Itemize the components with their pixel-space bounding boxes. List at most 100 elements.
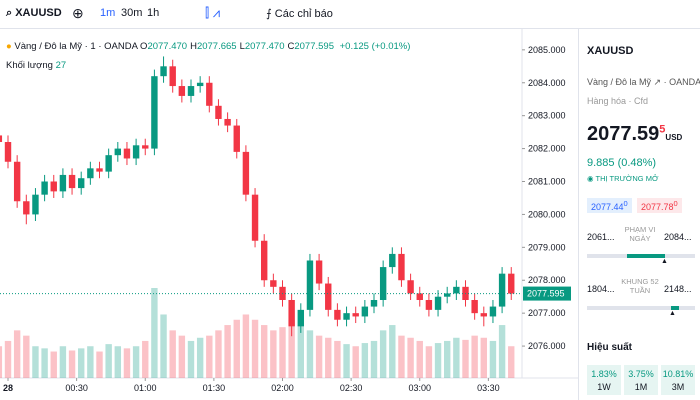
volume-bar [242, 314, 250, 378]
ohlc: O2077.470 H2077.665 L2077.470 C2077.595 [140, 41, 337, 52]
candle-body [13, 161, 21, 202]
y-tick-label: 2082.000 [528, 144, 566, 154]
y-tick-label: 2080.000 [528, 209, 566, 219]
volume-bar [416, 340, 423, 378]
y-tick-label: 2081.000 [528, 177, 566, 187]
interval[interactable]: 1h [147, 7, 160, 19]
candle-body [508, 273, 515, 294]
candle-body [453, 286, 460, 294]
ohlc-value: 2077.470 [147, 41, 188, 52]
panel-price: 2077.595USD [587, 123, 682, 146]
volume-bar [471, 335, 478, 378]
year-high: 2148... [664, 284, 692, 294]
day-high: 2084... [664, 232, 692, 242]
legend-name: Vàng / Đô la Mỹ · 1 · OANDA [14, 41, 138, 52]
volume-bar [489, 340, 497, 378]
add-button[interactable]: ⊕ [72, 5, 84, 21]
volume-bar [379, 330, 387, 378]
candle-body [123, 148, 131, 159]
volume-bar [68, 350, 76, 378]
volume-bar [4, 340, 12, 378]
y-tick-label: 2078.000 [528, 275, 566, 285]
volume-bar [462, 339, 469, 378]
legend: ● Vàng / Đô la Mỹ · 1 · OANDA O2077.470 H… [6, 41, 411, 52]
ask: 2077.780 [637, 198, 682, 213]
volume-bar [398, 335, 405, 378]
candle-body [443, 293, 451, 297]
price: 2077.59 [587, 123, 660, 145]
volume-bar [297, 325, 305, 378]
volume-bar [270, 330, 277, 378]
indicators-label: Các chỉ báo [274, 8, 333, 20]
symbol-search[interactable]: ⌕ XAUUSD [6, 7, 62, 19]
candle-body [398, 253, 405, 281]
symbol: XAUUSD [15, 7, 62, 19]
candle-body [114, 148, 122, 156]
year-range-label: KHUNG 52 TUẦN [621, 277, 659, 295]
candle-body [178, 86, 186, 96]
candle-body [233, 125, 240, 152]
ohlc-value: 2077.595 [294, 41, 334, 52]
ohlc-value: 2077.665 [196, 41, 237, 52]
candle-body [96, 168, 103, 172]
volume-bar [59, 346, 67, 378]
volume-bar [279, 327, 286, 378]
volume-bar [480, 337, 488, 378]
volume-bar [251, 319, 259, 378]
volume-bar [508, 346, 515, 378]
volume-label: Khối lượng [6, 60, 53, 71]
candle-body [23, 201, 30, 215]
panel-category: Hàng hóa [587, 96, 627, 106]
candle-body [379, 267, 387, 300]
volume-bar [370, 340, 378, 378]
interval[interactable]: 30m [121, 7, 143, 19]
day-marker: ▲ [661, 258, 668, 265]
x-tick-label: 02:30 [340, 383, 363, 393]
candle-body [151, 76, 158, 149]
candle-body [361, 306, 369, 317]
volume-bar [41, 348, 48, 378]
volume-bar [114, 346, 122, 378]
performance-period: 1M [634, 382, 648, 392]
candle-body [352, 313, 359, 317]
candle-body [68, 174, 76, 189]
bid: 2077.440 [587, 198, 632, 213]
volume-bar [178, 335, 186, 378]
interval[interactable]: 1m [100, 7, 116, 19]
year-range-bar [587, 306, 695, 310]
x-tick-label: 03:30 [477, 383, 500, 393]
chart-style[interactable]: ⫿ ⩘ [205, 5, 221, 20]
volume-bar [78, 348, 85, 378]
volume-bar [132, 346, 140, 378]
performance-value: 10.81% [662, 369, 694, 379]
candle-body [288, 299, 295, 327]
y-tick-label: 2084.000 [528, 78, 566, 88]
candle-body [187, 86, 195, 96]
candle-body [142, 145, 149, 149]
candle-body [315, 260, 323, 284]
panel-symbol: XAUUSD [587, 45, 634, 57]
year-marker: ▲ [669, 310, 676, 317]
x-tick-label: 01:00 [134, 383, 157, 393]
x-tick-label: 03:00 [408, 383, 431, 393]
candle-body [4, 142, 12, 162]
candle-body [32, 194, 39, 215]
y-tick-label: 2083.000 [528, 111, 566, 121]
candle-body [41, 181, 48, 195]
panel-kind: Cfd [634, 96, 649, 106]
bid-value: 2077.44 [591, 202, 624, 212]
bid-tail: 0 [623, 199, 628, 208]
price-tag [523, 286, 571, 301]
performance-box: 3.75% 1M [624, 365, 658, 395]
volume-bar [13, 330, 21, 378]
indicators[interactable]: ⨍ Các chỉ báo [266, 8, 333, 20]
performance-title: Hiệu suất [587, 342, 633, 353]
volume-bar [498, 325, 506, 378]
ask-tail: 0 [673, 199, 678, 208]
volume-bar [151, 288, 158, 378]
volume-bar [343, 344, 350, 378]
volume-bar [325, 337, 332, 378]
volume-bar [206, 335, 213, 378]
candle-body [215, 105, 222, 119]
